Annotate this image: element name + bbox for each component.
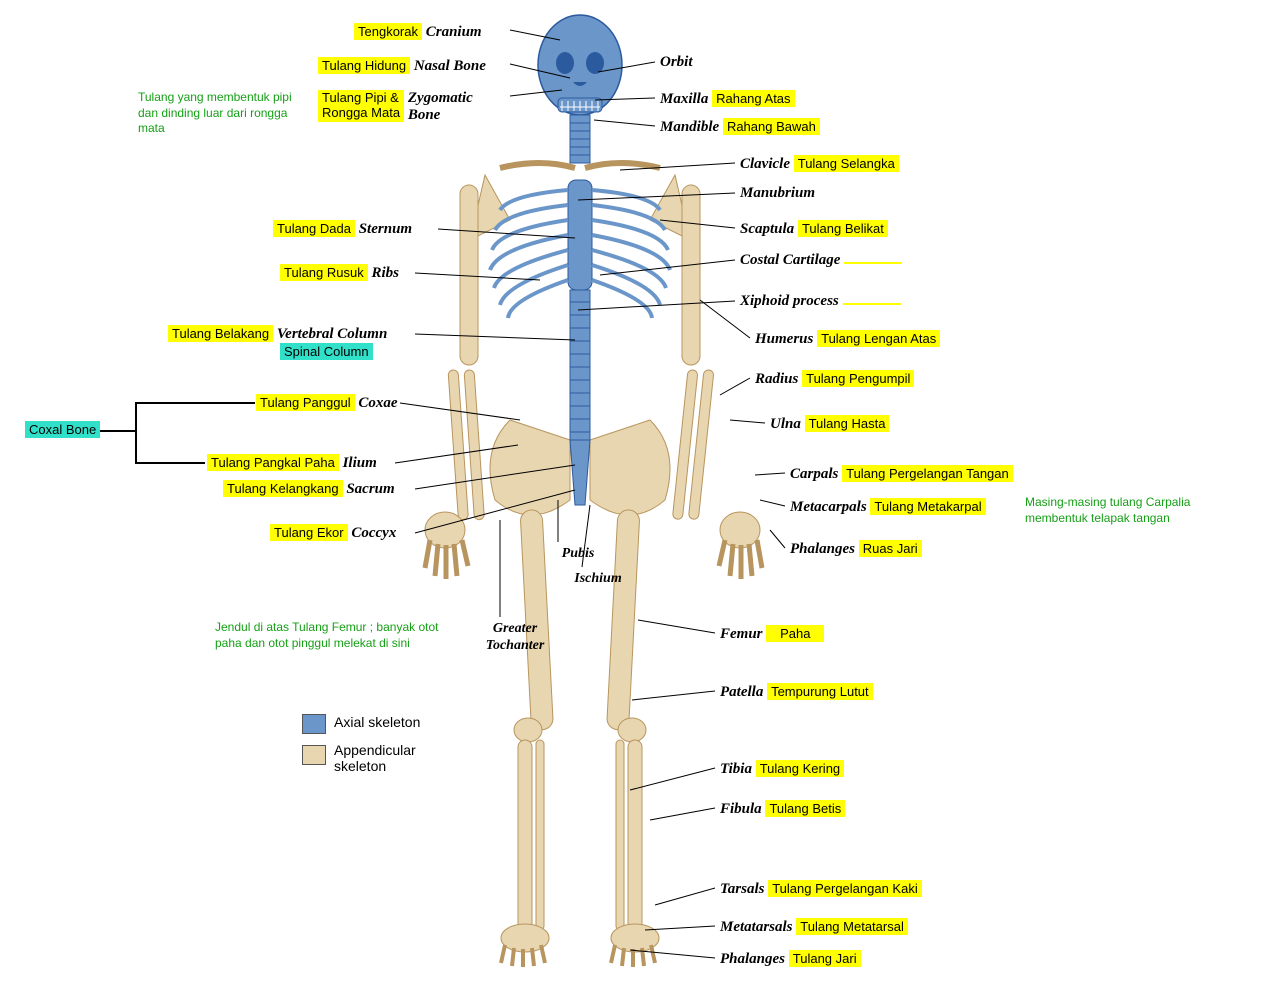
label-mandible: Mandible Rahang Bawah — [660, 118, 820, 136]
coxal-bone-label: Coxal Bone — [25, 421, 100, 438]
label-femur: Femur Paha — [720, 625, 824, 643]
label-maxilla: Maxilla Rahang Atas — [660, 90, 795, 108]
label-patella: Patella Tempurung Lutut — [720, 683, 873, 701]
label-sternum: Tulang Dada Sternum — [273, 221, 412, 238]
label-zygomatic: Tulang Pipi &Rongga Mata ZygomaticBone — [318, 90, 473, 125]
label-nasal: Tulang Hidung Nasal Bone — [318, 58, 486, 75]
label-ilium: Tulang Pangkal Paha Ilium — [207, 455, 377, 472]
label-metatarsals: Metatarsals Tulang Metatarsal — [720, 918, 908, 936]
label-ulna: Ulna Tulang Hasta — [770, 415, 889, 433]
label-coccyx: Tulang Ekor Coccyx — [270, 525, 396, 542]
label-tarsals: Tarsals Tulang Pergelangan Kaki — [720, 880, 922, 898]
label-vertebral: Tulang Belakang Vertebral Column — [168, 326, 387, 343]
label-phalanges_foot: Phalanges Tulang Jari — [720, 950, 861, 968]
label-fibula: Fibula Tulang Betis — [720, 800, 845, 818]
label-ribs: Tulang Rusuk Ribs — [280, 265, 399, 282]
legend-axial-label: Axial skeleton — [334, 714, 420, 730]
label-ischium: Ischium — [558, 570, 638, 587]
label-scapula: Scaptula Tulang Belikat — [740, 220, 888, 238]
skeleton-figure — [410, 10, 790, 970]
skeleton-diagram: Tengkorak Cranium Tulang Hidung Nasal Bon… — [0, 0, 1276, 992]
label-sacrum: Tulang Kelangkang Sacrum — [223, 481, 395, 498]
metacarpal-note: Masing-masing tulang Carpalia membentuk … — [1025, 495, 1215, 526]
zygomatic-note: Tulang yang membentuk pipi dan dinding l… — [138, 90, 313, 137]
label-cranium: Tengkorak Cranium — [354, 24, 482, 41]
legend-appendicular-label: Appendicular skeleton — [334, 742, 424, 774]
label-manubrium: Manubrium — [740, 185, 815, 202]
label-radius: Radius Tulang Pengumpil — [755, 370, 914, 388]
label-pubis: Pubis — [538, 545, 618, 562]
label-orbit: Orbit — [660, 54, 693, 71]
label-clavicle: Clavicle Tulang Selangka — [740, 155, 899, 173]
label-humerus: Humerus Tulang Lengan Atas — [755, 330, 940, 348]
label-coxae: Tulang Panggul Coxae — [256, 395, 398, 412]
trochanter-note: Jendul di atas Tulang Femur ; banyak oto… — [215, 620, 450, 651]
legend-appendicular-swatch — [302, 745, 326, 765]
label-costal: Costal Cartilage — [740, 252, 902, 269]
label-metacarpals: Metacarpals Tulang Metakarpal — [790, 498, 986, 516]
label-xiphoid: Xiphoid process — [740, 293, 901, 310]
label-phalanges_hand: Phalanges Ruas Jari — [790, 540, 922, 558]
label-carpals: Carpals Tulang Pergelangan Tangan — [790, 465, 1013, 483]
spinal-column-label: Spinal Column — [280, 343, 373, 360]
legend-axial-swatch — [302, 714, 326, 734]
label-tibia: Tibia Tulang Kering — [720, 760, 844, 778]
label-greater_trochanter: GreaterTochanter — [475, 620, 555, 654]
